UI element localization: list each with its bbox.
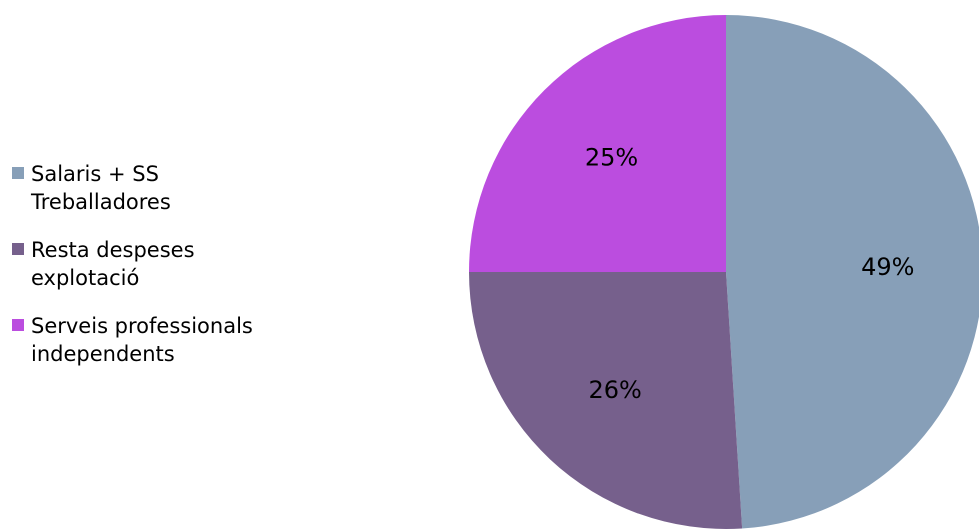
pie-label-resta-despeses: 26% (589, 376, 642, 404)
pie-label-serveis-professionals: 25% (585, 144, 638, 172)
legend-label-serveis-professionals: Serveis professionals independents (31, 314, 253, 366)
pie-slices (469, 15, 979, 529)
legend-item-salaris: Salaris + SS Treballadores (12, 160, 332, 216)
legend-swatch-serveis-professionals (12, 319, 24, 331)
pie-slice-labels: 49% 26% 25% (585, 144, 915, 405)
legend: Salaris + SS Treballadores Resta despese… (12, 160, 332, 388)
pie-slice-serveis-professionals (469, 15, 726, 272)
pie-slice-resta-despeses (469, 272, 743, 529)
pie-slice-salaris (726, 15, 979, 529)
legend-swatch-salaris (12, 167, 24, 179)
legend-label-resta-despeses: Resta despeses explotació (31, 238, 195, 290)
legend-label-salaris: Salaris + SS Treballadores (31, 162, 171, 214)
pie-label-salaris: 49% (861, 253, 914, 281)
legend-swatch-resta-despeses (12, 243, 24, 255)
legend-item-serveis-professionals: Serveis professionals independents (12, 312, 332, 368)
legend-item-resta-despeses: Resta despeses explotació (12, 236, 332, 292)
